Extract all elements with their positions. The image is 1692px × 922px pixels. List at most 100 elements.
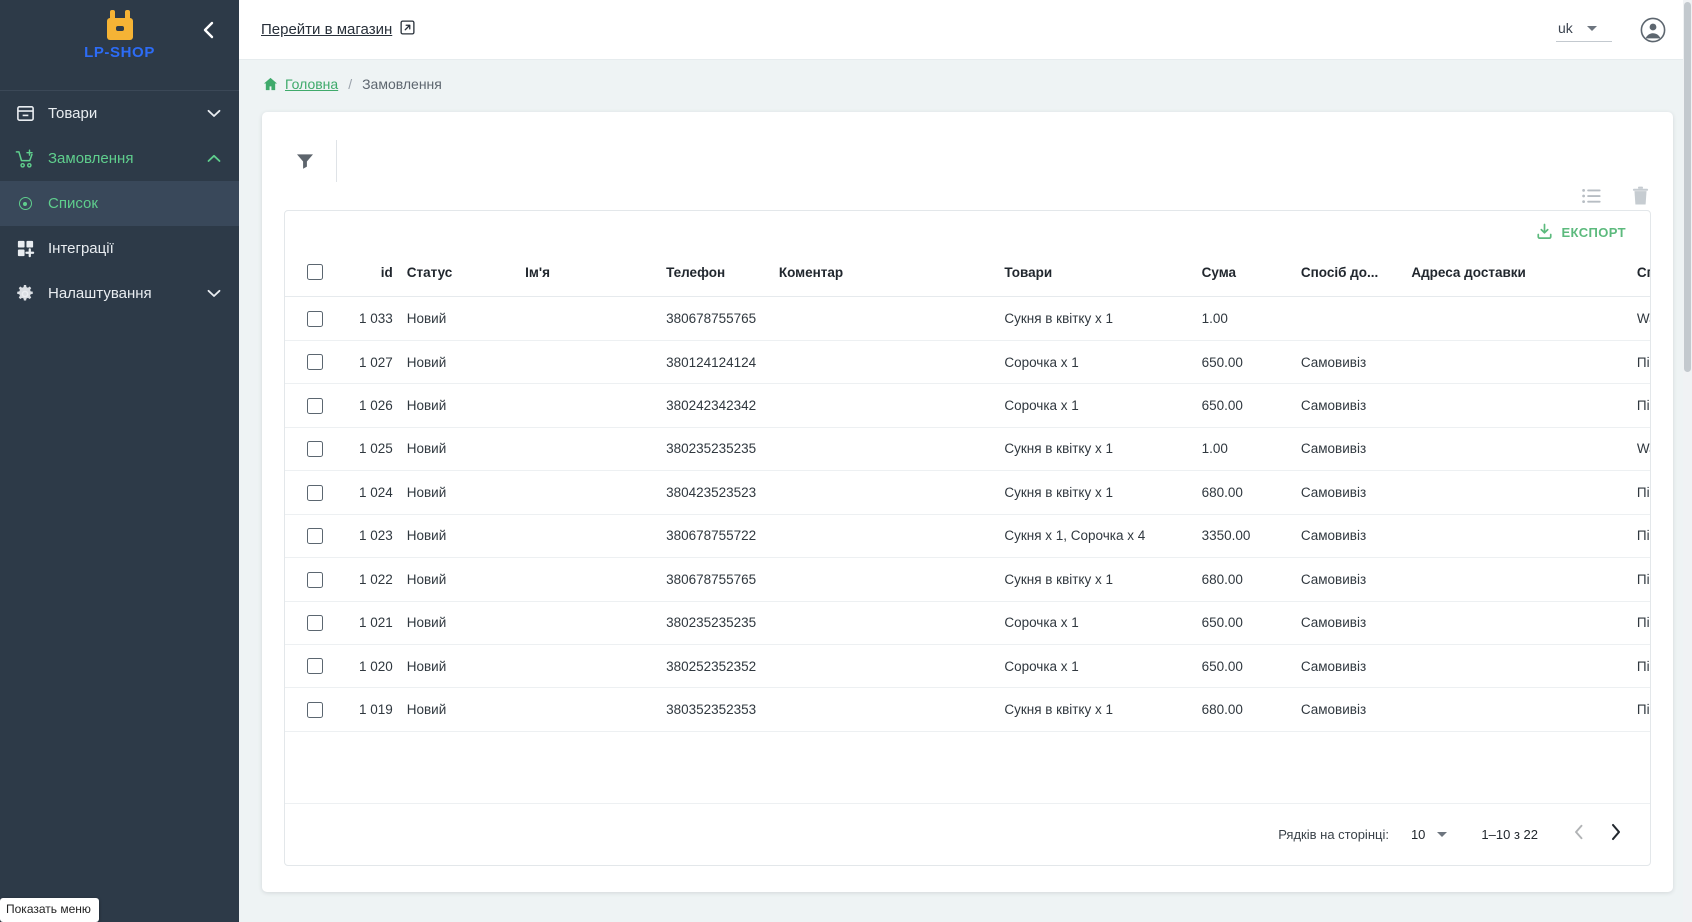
select-all-header	[285, 254, 340, 298]
cell-delivery: Самовивіз	[1300, 470, 1412, 515]
cell-name	[525, 514, 667, 559]
cell-goods: Сукня в квітку х 1	[1004, 427, 1202, 472]
cell-delivery: Самовивіз	[1300, 427, 1412, 472]
cell-phone: 380352352353	[666, 687, 779, 732]
header-status[interactable]: Статус	[406, 254, 526, 298]
sidebar-item-products[interactable]: Товари	[0, 91, 239, 136]
column-settings-button[interactable]	[1582, 188, 1602, 204]
cell-sum: 680.00	[1201, 557, 1301, 602]
header-id[interactable]: id	[339, 254, 407, 298]
header-payment[interactable]: Спосіб оп...	[1636, 254, 1650, 298]
page-range-label: 1–10 з 22	[1481, 827, 1538, 842]
select-all-checkbox[interactable]	[307, 264, 323, 281]
header-comment[interactable]: Коментар	[778, 254, 1005, 298]
cell-status: Новий	[406, 644, 526, 689]
row-checkbox[interactable]	[307, 528, 323, 545]
cell-payment: Післяплата	[1636, 644, 1650, 689]
header-sum[interactable]: Сума	[1201, 254, 1301, 298]
sidebar-item-orders-list[interactable]: Список	[0, 181, 239, 226]
sidebar-item-orders[interactable]: Замовлення	[0, 136, 239, 181]
cell-address	[1411, 383, 1637, 428]
row-select-cell	[285, 383, 340, 428]
cell-address	[1411, 340, 1637, 385]
chevron-left-icon	[1575, 824, 1583, 840]
rows-per-page-label: Рядків на сторінці:	[1278, 827, 1389, 842]
header-goods[interactable]: Товари	[1004, 254, 1202, 298]
header-phone[interactable]: Телефон	[666, 254, 779, 298]
table-row[interactable]: 1 022 Новий 380678755765 Сукня в квітку х 1…	[285, 557, 1650, 602]
cell-status: Новий	[406, 470, 526, 515]
archive-box-icon	[8, 104, 42, 123]
row-checkbox[interactable]	[307, 484, 323, 501]
row-select-cell	[285, 687, 340, 732]
table-row[interactable]: 1 023 Новий 380678755722 Сукня х 1, Сорочка…	[285, 514, 1650, 559]
filter-button[interactable]	[286, 142, 324, 180]
row-checkbox[interactable]	[307, 658, 323, 675]
cell-delivery: Самовивіз	[1300, 383, 1412, 428]
sidebar-item-settings[interactable]: Налаштування	[0, 271, 239, 316]
sidebar: LP-SHOP Товари	[0, 0, 239, 922]
cell-address	[1411, 557, 1637, 602]
cell-comment	[778, 427, 1005, 472]
header-address[interactable]: Адреса доставки	[1411, 254, 1637, 298]
orders-table-body: 1 033 Новий 380678755765 Сукня в квітку х 1…	[285, 296, 1650, 732]
cart-plus-icon	[8, 149, 42, 169]
row-checkbox[interactable]	[307, 571, 323, 588]
row-checkbox[interactable]	[307, 397, 323, 414]
orders-table-scroll-area[interactable]: id Статус Ім'я Телефон Коментар Товари С…	[285, 254, 1650, 803]
cell-id: 1 019	[339, 687, 407, 732]
pager-controls	[1568, 819, 1628, 850]
delete-selected-button[interactable]	[1632, 186, 1649, 206]
next-page-button[interactable]	[1604, 819, 1628, 850]
row-checkbox[interactable]	[307, 614, 323, 631]
funnel-icon	[297, 154, 313, 169]
table-row[interactable]: 1 027 Новий 380124124124 Сорочка х 1 650.00 С…	[285, 340, 1650, 385]
table-row[interactable]: 1 024 Новий 380423523523 Сукня в квітку х 1…	[285, 470, 1650, 515]
table-row[interactable]: 1 020 Новий 380252352352 Сорочка х 1 650.00 С…	[285, 644, 1650, 689]
row-checkbox[interactable]	[307, 354, 323, 371]
table-row[interactable]: 1 019 Новий 380352352353 Сукня в квітку х 1…	[285, 687, 1650, 732]
cell-address	[1411, 296, 1637, 341]
row-checkbox[interactable]	[307, 310, 323, 327]
export-row: ЕКСПОРТ	[285, 211, 1650, 254]
header-delivery[interactable]: Спосіб до...	[1300, 254, 1412, 298]
row-checkbox[interactable]	[307, 701, 323, 718]
rows-per-page-select[interactable]: 10	[1411, 827, 1448, 842]
chevron-down-icon[interactable]	[205, 109, 223, 118]
shopping-bag-icon	[106, 10, 133, 40]
row-select-cell	[285, 557, 340, 602]
chevron-down-icon	[1437, 832, 1448, 837]
chevron-down-icon	[1586, 25, 1597, 31]
sidebar-item-label: Товари	[48, 105, 98, 122]
account-menu-button[interactable]	[1640, 17, 1666, 43]
top-bar-right-controls: uk	[1556, 17, 1692, 43]
row-checkbox[interactable]	[307, 441, 323, 458]
cell-id: 1 023	[339, 514, 407, 559]
breadcrumb-home-link[interactable]: Головна	[285, 75, 339, 92]
sidebar-item-integrations[interactable]: Інтеграції	[0, 226, 239, 271]
table-row[interactable]: 1 026 Новий 380242342342 Сорочка х 1 650.00 С…	[285, 383, 1650, 428]
scrollbar-thumb[interactable]	[1684, 2, 1691, 372]
export-button[interactable]: ЕКСПОРТ	[1528, 218, 1634, 248]
page-vertical-scrollbar[interactable]	[1683, 0, 1692, 922]
sidebar-collapse-button[interactable]	[193, 15, 223, 45]
cell-sum: 680.00	[1201, 470, 1301, 515]
header-name[interactable]: Ім'я	[525, 254, 667, 298]
chevron-down-icon[interactable]	[205, 289, 223, 298]
orders-card: ЕКСПОРТ id Статус Ім'я Телефон Коментар …	[262, 112, 1673, 892]
cell-goods: Сукня х 1, Сорочка х 4	[1004, 514, 1202, 559]
cell-address	[1411, 687, 1637, 732]
cell-sum: 1.00	[1201, 296, 1301, 341]
table-row[interactable]: 1 033 Новий 380678755765 Сукня в квітку х 1…	[285, 296, 1650, 341]
go-to-shop-link[interactable]: Перейти в магазин	[261, 20, 415, 39]
cell-payment: Післяплата	[1636, 601, 1650, 645]
home-icon[interactable]	[263, 77, 278, 91]
previous-page-button[interactable]	[1568, 820, 1590, 849]
cell-id: 1 033	[339, 296, 407, 341]
language-select[interactable]: uk	[1556, 17, 1612, 42]
chevron-up-icon[interactable]	[205, 154, 223, 163]
table-row[interactable]: 1 021 Новий 380235235235 Сорочка х 1 650.00 С…	[285, 601, 1650, 645]
table-row[interactable]: 1 025 Новий 380235235235 Сукня в квітку х 1…	[285, 427, 1650, 472]
cell-comment	[778, 644, 1005, 689]
cell-phone: 380242342342	[666, 383, 779, 428]
